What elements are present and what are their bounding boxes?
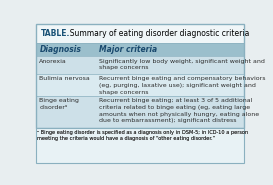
Bar [36,24,244,128]
Bar [36,24,244,43]
Text: Summary of eating disorder diagnostic criteria: Summary of eating disorder diagnostic cr… [65,29,249,38]
Bar [36,128,244,163]
Text: Anorexia: Anorexia [39,58,67,63]
Text: Recurrent binge eating; at least 3 of 5 additional
criteria related to binge eat: Recurrent binge eating; at least 3 of 5 … [99,98,259,123]
Text: ᵃ Binge eating disorder is specified as a diagnosis only in DSM-5; in ICD-10 a p: ᵃ Binge eating disorder is specified as … [37,130,248,142]
Text: ᵃ Binge eating disorder is specified as a diagnosis only in DSM-5; in ICD-10 a p: ᵃ Binge eating disorder is specified as … [37,130,248,142]
Bar [36,74,244,96]
Text: Significantly low body weight, significant weight and
shape concerns: Significantly low body weight, significa… [99,58,264,70]
Text: Recurrent binge eating and compensatory behaviors
(eg, purging, laxative use); s: Recurrent binge eating and compensatory … [99,76,265,95]
Text: Binge eating
disorderᵃ: Binge eating disorderᵃ [39,98,79,110]
Bar [36,96,244,128]
Text: Bulimia nervosa: Bulimia nervosa [39,76,90,81]
Bar [36,43,244,56]
Text: TABLE.: TABLE. [40,29,70,38]
Bar [36,56,244,74]
Text: Diagnosis: Diagnosis [39,45,81,54]
Text: Major criteria: Major criteria [99,45,157,54]
